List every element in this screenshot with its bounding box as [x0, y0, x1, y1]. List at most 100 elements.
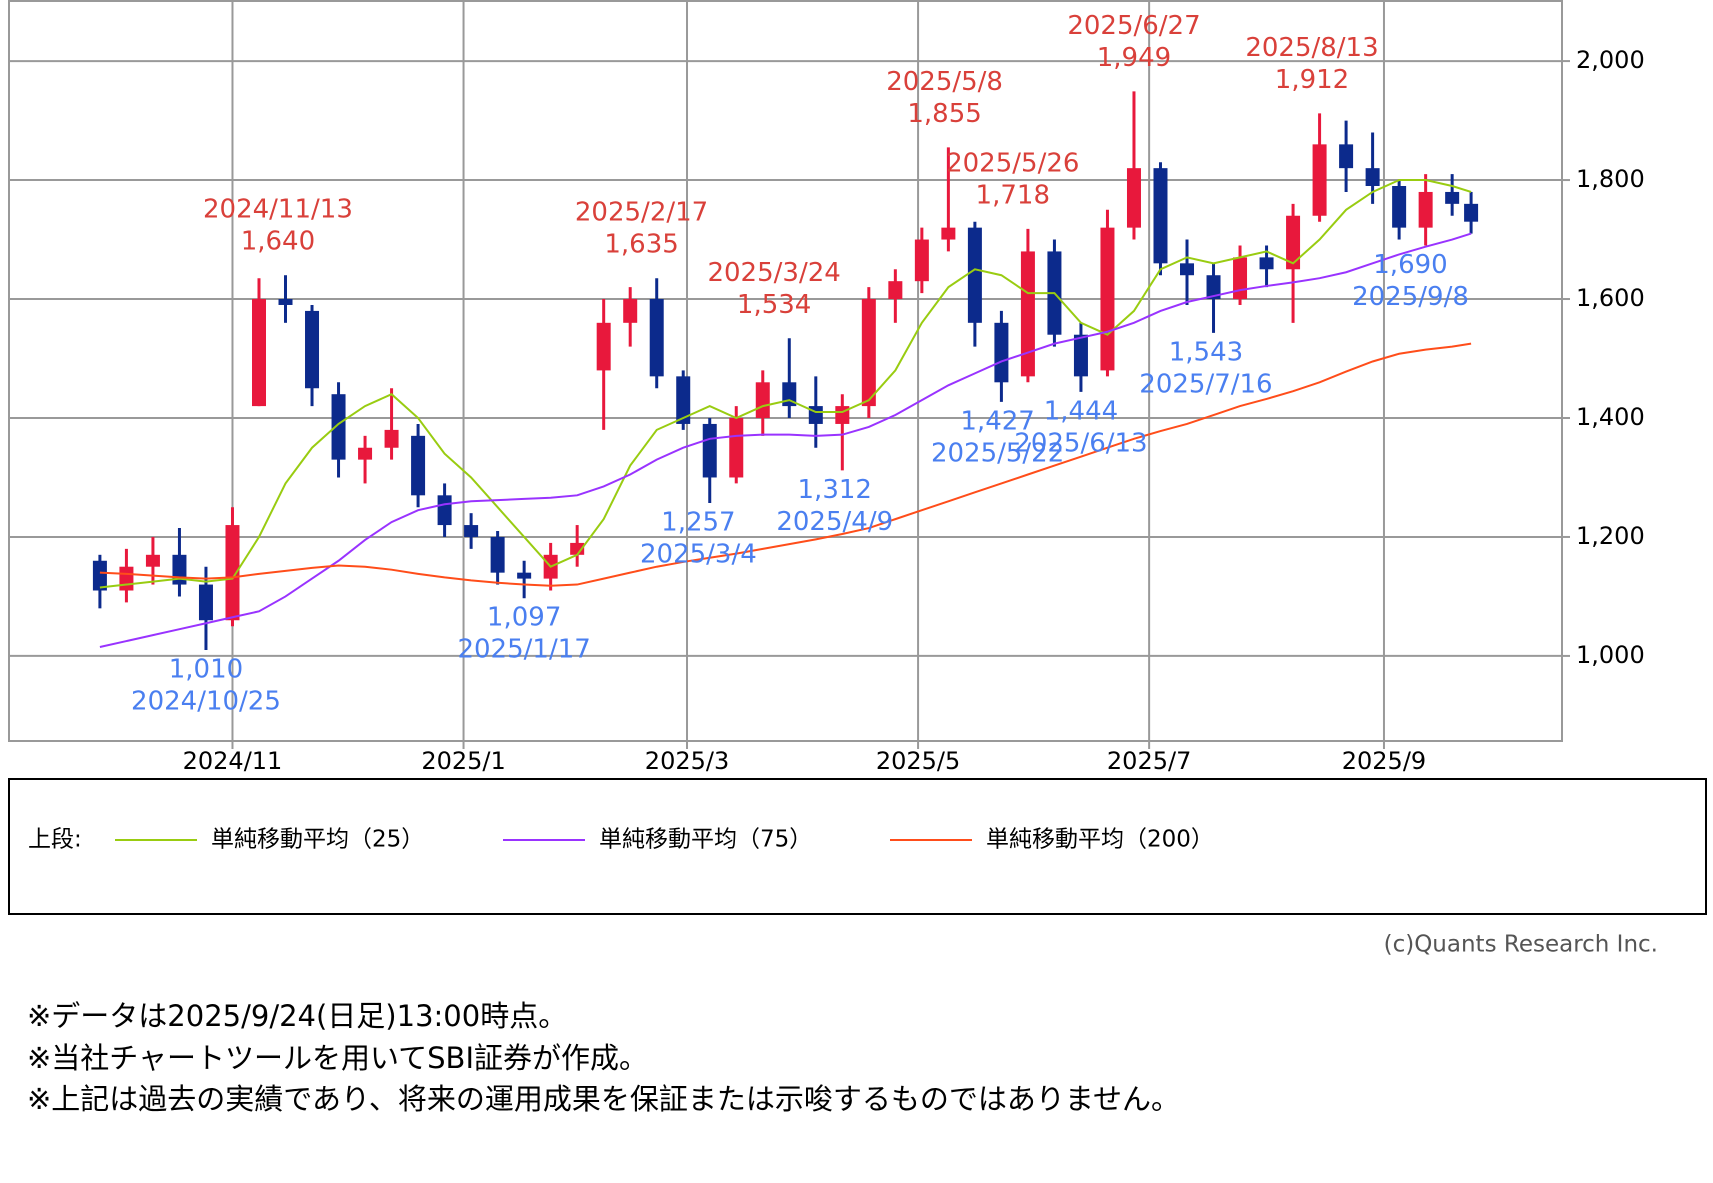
- annotation-date: 2025/4/9: [776, 507, 893, 537]
- x-tick-label: 2025/1: [421, 747, 505, 775]
- candle-body: [464, 525, 479, 537]
- annotation-value: 1,949: [1097, 43, 1171, 73]
- annotation-value: 1,690: [1373, 250, 1447, 280]
- candle-body: [702, 423, 717, 478]
- annotation-value: 1,534: [737, 290, 811, 320]
- annotation-date: 2025/1/17: [457, 635, 590, 665]
- annotation-value: 1,427: [960, 406, 1034, 436]
- annotation-value: 1,912: [1275, 65, 1349, 95]
- annotation-date: 2024/10/25: [131, 686, 281, 716]
- legend-box: [8, 778, 1707, 915]
- annotation-value: 1,010: [169, 654, 243, 684]
- candle-body: [1464, 203, 1479, 222]
- candle-body: [623, 299, 638, 323]
- annotation-date: 2025/5/8: [886, 67, 1003, 97]
- candle-body: [1020, 251, 1035, 377]
- candle-body: [1233, 257, 1248, 300]
- candle-body: [994, 322, 1009, 383]
- annotation-date: 2025/9/8: [1352, 282, 1469, 312]
- candle-body: [358, 447, 373, 460]
- plot-frame: [8, 0, 1563, 742]
- annotation-date: 2024/11/13: [203, 195, 353, 225]
- candle-body: [490, 536, 505, 573]
- y-tick-label: 2,000: [1576, 46, 1645, 74]
- candle-body: [1126, 168, 1141, 228]
- note: ※データは2025/9/24(日足)13:00時点。: [27, 999, 567, 1033]
- y-tick-label: 1,200: [1576, 522, 1645, 550]
- annotation-value: 1,257: [661, 508, 735, 538]
- candle-body: [517, 572, 532, 579]
- y-tick-label: 1,800: [1576, 165, 1645, 193]
- candle-body: [1180, 263, 1195, 276]
- ma-line: [99, 342, 1472, 587]
- candle-body: [941, 227, 956, 240]
- legend-entry: 単純移動平均（75）: [599, 827, 812, 853]
- candle-body: [305, 310, 320, 389]
- candle-body: [1339, 144, 1354, 169]
- candle-body: [92, 560, 107, 591]
- y-tick-label: 1,400: [1576, 403, 1645, 431]
- candle-body: [1206, 275, 1221, 300]
- candle-body: [729, 417, 744, 478]
- x-tick-label: 2025/3: [645, 747, 729, 775]
- annotation-value: 1,718: [976, 180, 1050, 210]
- candle-body: [570, 542, 585, 555]
- candle-body: [649, 299, 664, 377]
- annotation-value: 1,640: [241, 227, 315, 257]
- annotation-value: 1,543: [1169, 337, 1243, 367]
- candle-body: [198, 584, 213, 621]
- annotation-date: 2025/5/26: [946, 148, 1079, 178]
- candle-body: [1418, 191, 1433, 228]
- candle-body: [411, 435, 426, 496]
- candle-body: [1445, 191, 1460, 204]
- legend-entry: 単純移動平均（200）: [986, 827, 1214, 853]
- candle-body: [1259, 257, 1274, 270]
- candle-body: [119, 566, 134, 591]
- legend-entry: 単純移動平均（25）: [211, 827, 424, 853]
- candle-body: [1365, 168, 1380, 186]
- candle-body: [384, 429, 399, 448]
- candle-body: [967, 227, 982, 323]
- candle-body: [888, 281, 903, 300]
- candle-body: [1312, 144, 1327, 216]
- candle-body: [1153, 168, 1168, 264]
- annotation-value: 1,855: [907, 99, 981, 129]
- candle-body: [676, 376, 691, 424]
- annotation-value: 1,635: [604, 230, 678, 260]
- annotation-value: 1,444: [1044, 396, 1118, 426]
- annotation-date: 2025/6/13: [1014, 428, 1147, 458]
- credit: (c)Quants Research Inc.: [1384, 932, 1658, 958]
- annotation-date: 2025/2/17: [575, 198, 708, 228]
- annotation-date: 2025/5/22: [931, 438, 1064, 468]
- annotation-date: 2025/6/27: [1067, 11, 1200, 41]
- x-tick-label: 2024/11: [183, 747, 283, 775]
- note: ※上記は過去の実績であり、将来の運用成果を保証または示唆するものではありません。: [27, 1082, 1180, 1116]
- x-tick-label: 2025/9: [1342, 747, 1426, 775]
- candle-body: [1286, 215, 1301, 270]
- annotation-date: 2025/3/4: [640, 540, 757, 570]
- annotation-date: 2025/3/24: [707, 258, 840, 288]
- annotation-date: 2025/7/16: [1139, 369, 1272, 399]
- note: ※当社チャートツールを用いてSBI証券が作成。: [27, 1041, 648, 1075]
- candle-body: [278, 299, 293, 305]
- candle-body: [914, 239, 929, 282]
- candle-body: [755, 382, 770, 418]
- annotation-value: 1,312: [798, 475, 872, 505]
- candle-body: [437, 495, 452, 526]
- candle-body: [1100, 227, 1115, 371]
- candle-body: [225, 525, 240, 621]
- annotation-date: 2025/8/13: [1245, 33, 1378, 63]
- y-tick-label: 1,000: [1576, 641, 1645, 669]
- candle-body: [251, 299, 266, 407]
- legend-label: 上段:: [28, 827, 82, 853]
- x-tick-label: 2025/7: [1107, 747, 1191, 775]
- candle-body: [861, 299, 876, 407]
- candle-body: [596, 322, 611, 371]
- candle-body: [145, 554, 160, 567]
- candle-body: [1073, 334, 1088, 377]
- annotation-value: 1,097: [487, 603, 561, 633]
- ma-line: [99, 179, 1472, 589]
- x-tick-label: 2025/5: [876, 747, 960, 775]
- candle-body: [1392, 186, 1407, 228]
